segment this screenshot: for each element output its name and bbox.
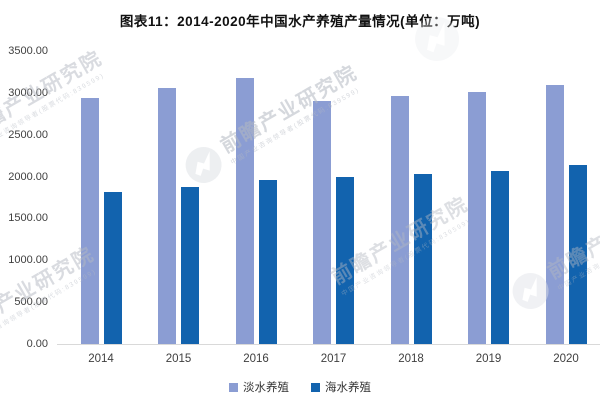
y-axis-label: 0.00 [26,338,48,350]
legend-swatch-marine [311,382,320,392]
x-axis-label: 2018 [398,353,424,365]
bar-海水养殖-2018 [413,173,432,344]
y-axis-label: 2500.00 [8,128,48,141]
bar-海水养殖-2014 [103,192,122,344]
legend-swatch-freshwater [229,382,238,392]
bar-淡水养殖-2015 [158,87,176,344]
x-axis-label: 2020 [553,353,579,365]
legend-label-freshwater: 淡水养殖 [243,382,289,394]
bar-淡水养殖-2018 [390,96,409,344]
bar-海水养殖-2015 [181,186,199,344]
bar-海水养殖-2019 [491,171,509,344]
bar-淡水养殖-2020 [545,85,564,344]
legend-item-marine: 海水养殖 [311,379,371,395]
x-axis-line [57,344,600,345]
bar-海水养殖-2017 [336,176,354,344]
y-axis-label: 3000.00 [8,86,48,99]
bar-淡水养殖-2014 [80,98,99,344]
legend-label-marine: 海水养殖 [325,382,371,394]
legend: 淡水养殖 海水养殖 [0,379,600,395]
bar-淡水养殖-2016 [235,77,254,344]
legend-item-freshwater: 淡水养殖 [229,379,289,395]
x-axis-label: 2017 [320,353,347,365]
x-axis-label: 2016 [243,353,269,365]
y-axis-label: 1500.00 [8,212,48,225]
y-axis-label: 1000.00 [8,254,48,267]
x-axis-label: 2015 [165,353,192,365]
bar-海水养殖-2020 [568,165,587,344]
bar-海水养殖-2016 [258,179,277,344]
x-axis-label: 2019 [475,353,502,365]
y-axis-label: 500.00 [14,296,48,309]
bar-淡水养殖-2019 [468,91,486,344]
bar-淡水养殖-2017 [313,100,331,344]
y-axis-label: 2000.00 [8,170,48,183]
chart-title: 图表11：2014-2020年中国水产养殖产量情况(单位：万吨) [119,14,481,29]
y-axis-label: 3500.00 [8,45,48,57]
x-axis-label: 2014 [88,353,114,365]
